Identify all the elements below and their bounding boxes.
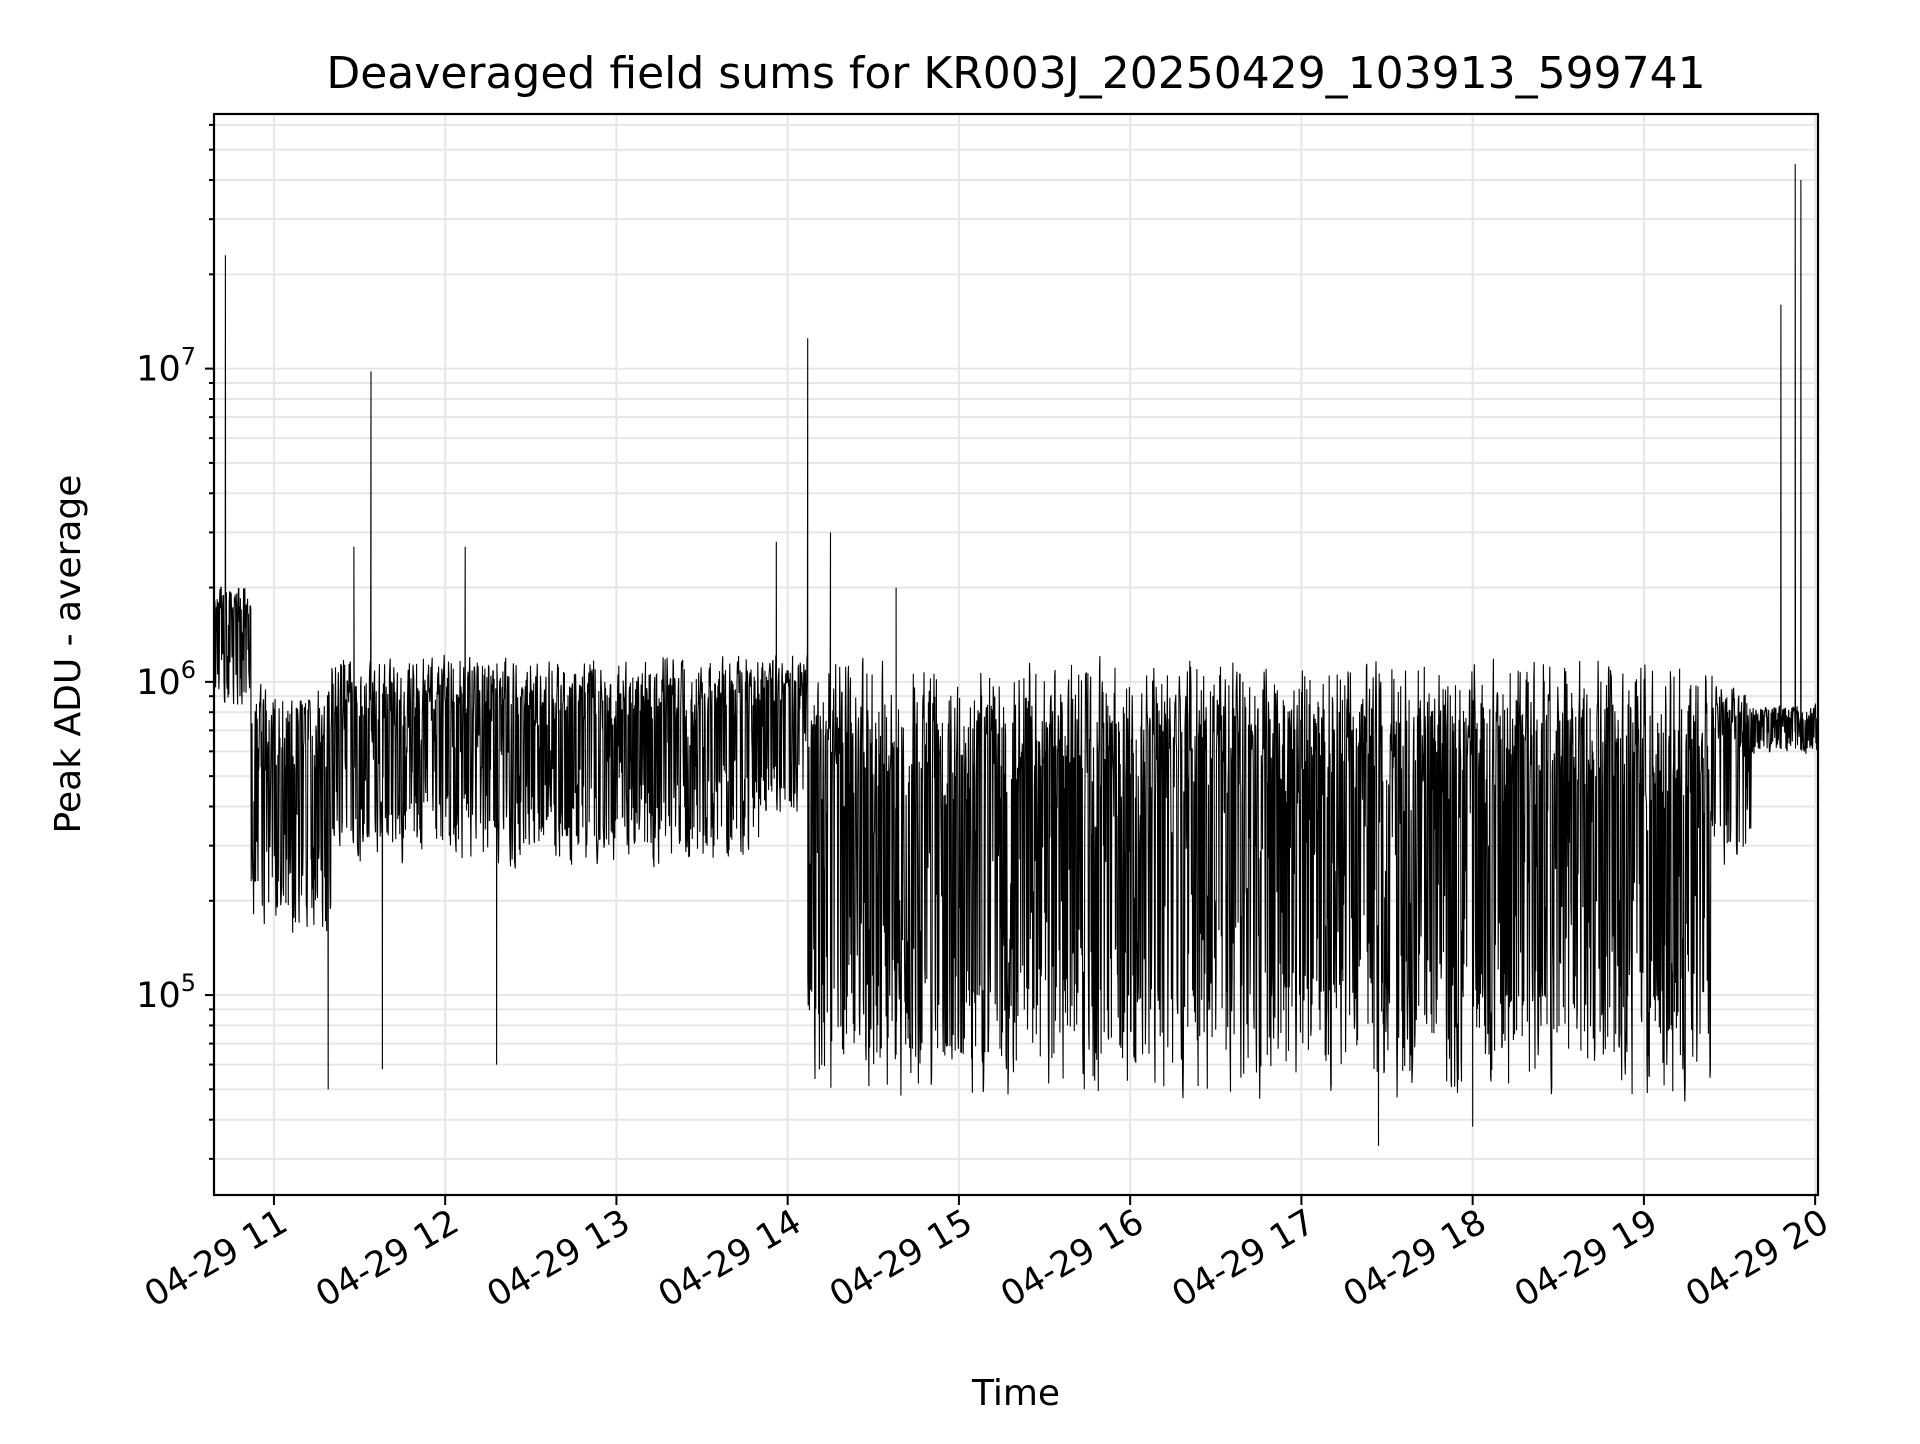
y-axis-label: Peak ADU - average — [48, 475, 89, 834]
y-tick-label: 106 — [136, 656, 196, 703]
y-tick-base: 10 — [136, 350, 181, 390]
y-tick-exponent: 6 — [181, 656, 196, 684]
chart-title: Deaveraged field sums for KR003J_2025042… — [326, 48, 1705, 99]
y-tick-label: 107 — [136, 343, 196, 390]
y-tick-exponent: 5 — [181, 969, 196, 997]
y-tick-base: 10 — [136, 976, 181, 1016]
x-axis-label: Time — [971, 1373, 1060, 1414]
tick-marks — [205, 123, 1817, 1205]
y-tick-base: 10 — [136, 663, 181, 703]
y-tick-exponent: 7 — [181, 343, 196, 371]
plot-frame — [212, 112, 1820, 1197]
series-line — [213, 163, 1819, 1146]
y-tick-label: 105 — [136, 969, 196, 1016]
